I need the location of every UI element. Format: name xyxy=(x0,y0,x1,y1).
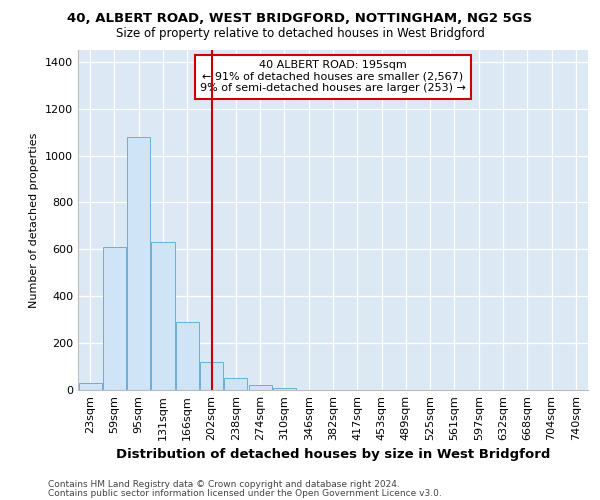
Bar xyxy=(200,362,223,390)
Y-axis label: Number of detached properties: Number of detached properties xyxy=(29,132,40,308)
Text: 40 ALBERT ROAD: 195sqm
← 91% of detached houses are smaller (2,567)
9% of semi-d: 40 ALBERT ROAD: 195sqm ← 91% of detached… xyxy=(200,60,466,94)
X-axis label: Distribution of detached houses by size in West Bridgford: Distribution of detached houses by size … xyxy=(116,448,550,462)
Bar xyxy=(224,378,247,390)
Bar xyxy=(127,137,150,390)
Text: 40, ALBERT ROAD, WEST BRIDGFORD, NOTTINGHAM, NG2 5GS: 40, ALBERT ROAD, WEST BRIDGFORD, NOTTING… xyxy=(67,12,533,26)
Text: Contains HM Land Registry data © Crown copyright and database right 2024.: Contains HM Land Registry data © Crown c… xyxy=(48,480,400,489)
Text: Size of property relative to detached houses in West Bridgford: Size of property relative to detached ho… xyxy=(116,28,484,40)
Bar xyxy=(151,242,175,390)
Bar xyxy=(79,383,101,390)
Bar xyxy=(103,247,126,390)
Text: Contains public sector information licensed under the Open Government Licence v3: Contains public sector information licen… xyxy=(48,488,442,498)
Bar xyxy=(273,388,296,390)
Bar xyxy=(248,386,272,390)
Bar xyxy=(176,322,199,390)
